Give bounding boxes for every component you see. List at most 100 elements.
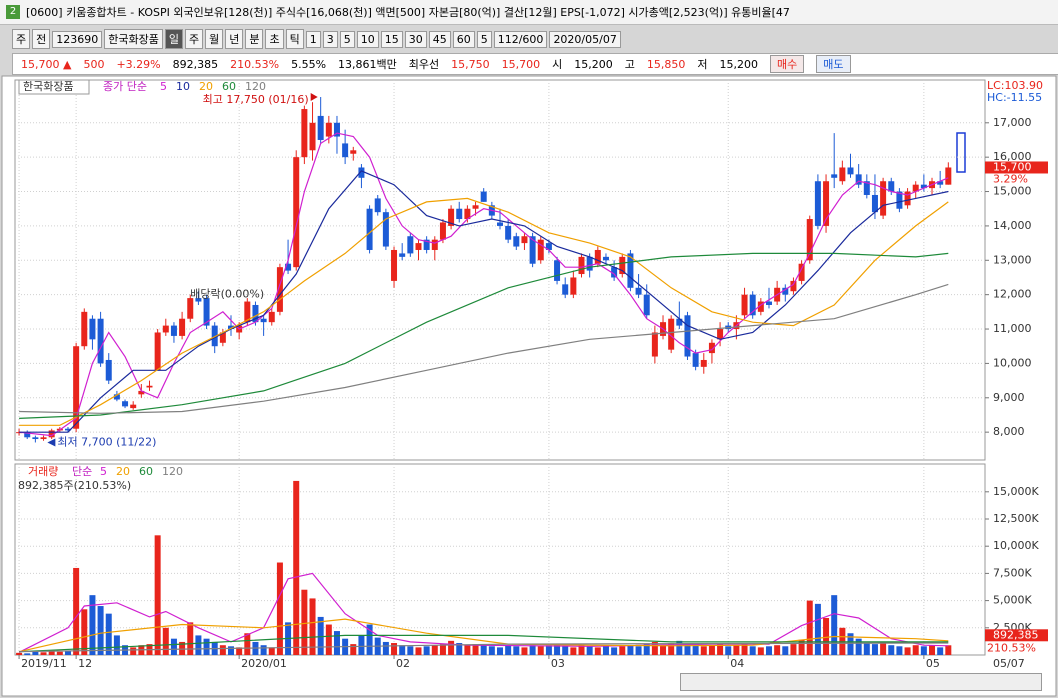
toolbar-button[interactable]: 주 xyxy=(12,29,31,49)
volume-bar xyxy=(472,644,479,655)
volume-bar xyxy=(439,644,446,655)
candle-body xyxy=(276,267,283,312)
toolbar-button[interactable]: 일 xyxy=(164,29,183,49)
buy-button[interactable]: 매수 xyxy=(770,55,805,73)
volume-bar xyxy=(16,652,23,655)
price-panel xyxy=(14,79,986,461)
toolbar-button[interactable]: 60 xyxy=(452,30,475,48)
scrollbar[interactable] xyxy=(680,673,1042,691)
candle-body xyxy=(81,311,88,347)
low-label: 최저 7,700 (11/22) xyxy=(57,435,156,448)
volume-bar xyxy=(594,647,601,655)
candle-body xyxy=(578,256,585,275)
toolbar-button[interactable]: 5 xyxy=(339,30,355,48)
candle-body xyxy=(904,191,911,206)
y-tick-label: 10,000K xyxy=(993,539,1039,552)
volume-bar xyxy=(920,646,927,655)
volume-bar xyxy=(896,646,903,655)
low-arrow xyxy=(47,438,56,447)
candle-body xyxy=(219,332,226,343)
toolbar-button[interactable]: 15 xyxy=(380,30,403,48)
candle-body xyxy=(611,267,618,278)
toolbar-button[interactable]: 2020/05/07 xyxy=(549,30,621,48)
candle-body xyxy=(814,181,821,226)
volume-bar xyxy=(73,567,80,655)
candle-body xyxy=(40,437,47,440)
volume-bar xyxy=(105,613,112,655)
toolbar-button[interactable]: 한국화장품 xyxy=(104,29,163,49)
candle-body xyxy=(497,222,503,226)
toolbar-button[interactable]: 10 xyxy=(356,30,379,48)
candle-body xyxy=(537,239,544,261)
toolbar-button[interactable]: 112/600 xyxy=(493,30,548,48)
candle-body xyxy=(684,315,691,357)
legend-entry: 60 xyxy=(139,465,153,478)
volume-bar xyxy=(170,638,177,655)
sell-button[interactable]: 매도 xyxy=(816,55,851,73)
y-tick-label: 9,000 xyxy=(993,391,1025,404)
volume-bar xyxy=(863,643,870,655)
volume-bar xyxy=(513,646,520,655)
y-tick-label: 12,500K xyxy=(993,512,1039,525)
toolbar-button[interactable]: 1 xyxy=(305,30,321,48)
window-title: [0600] 키움종합차트 - KOSPI 외국인보유[128(천)] 주식수[… xyxy=(26,6,790,19)
candle-body xyxy=(244,301,251,323)
volume-bar xyxy=(301,589,308,655)
toolbar-button[interactable]: 30 xyxy=(404,30,427,48)
volume-bar xyxy=(823,618,830,655)
toolbar-button[interactable]: 5 xyxy=(476,30,492,48)
toolbar-button[interactable]: 123690 xyxy=(52,30,103,48)
y-tick-label: 13,000 xyxy=(993,253,1032,266)
moving-average xyxy=(19,170,949,433)
volume-bar xyxy=(317,616,324,655)
candle-body xyxy=(668,318,675,350)
legend-box xyxy=(18,79,90,95)
toolbar-button[interactable]: 초 xyxy=(265,29,284,49)
volume-bar xyxy=(717,644,724,655)
toolbar-button[interactable]: 주 xyxy=(184,29,204,49)
volume-bar xyxy=(627,645,634,655)
toolbar-button[interactable]: 3 xyxy=(322,30,338,48)
volume-bar xyxy=(855,638,862,655)
toolbar-button[interactable]: 45 xyxy=(428,30,451,48)
volume-bar xyxy=(366,624,373,655)
volume-bar xyxy=(668,643,675,655)
volume-bar xyxy=(725,646,732,655)
candle-body xyxy=(325,122,332,137)
toolbar-button[interactable]: 년 xyxy=(225,29,244,49)
toolbar-button[interactable]: 분 xyxy=(245,29,264,49)
y-tick-label: 14,000 xyxy=(993,219,1032,232)
candle-body xyxy=(366,208,373,250)
volume-bar xyxy=(937,647,944,655)
candle-body xyxy=(154,332,161,371)
volume-bar xyxy=(831,595,838,655)
toolbar-button[interactable]: 틱 xyxy=(285,29,304,49)
candle-body xyxy=(252,304,259,323)
candle-body xyxy=(521,236,528,244)
volume-bar xyxy=(741,644,748,655)
toolbar-button[interactable]: 전 xyxy=(32,29,51,49)
candle-body xyxy=(195,298,202,302)
high-arrow xyxy=(310,93,318,102)
y-tick-label: 15,000K xyxy=(993,485,1039,498)
best-label: 최우선 xyxy=(408,58,440,71)
candle-body xyxy=(382,212,389,247)
volume-bar xyxy=(236,647,243,655)
volume-bar xyxy=(749,646,756,655)
volume-bar xyxy=(391,643,398,655)
turnover: 5.55% xyxy=(291,57,327,71)
candle-body xyxy=(847,167,854,175)
volume-bar xyxy=(774,645,781,655)
candle-body xyxy=(415,243,422,250)
volume-bar xyxy=(782,646,789,655)
volume-bar xyxy=(798,639,805,655)
x-tick-label: 04 xyxy=(730,657,744,670)
volume-bar xyxy=(415,647,422,655)
moving-average xyxy=(19,132,949,437)
volume-bar xyxy=(187,622,194,655)
candle-body xyxy=(260,318,267,323)
volume-bar xyxy=(89,595,96,655)
volume-bar xyxy=(268,647,275,655)
toolbar-button[interactable]: 월 xyxy=(205,29,224,49)
